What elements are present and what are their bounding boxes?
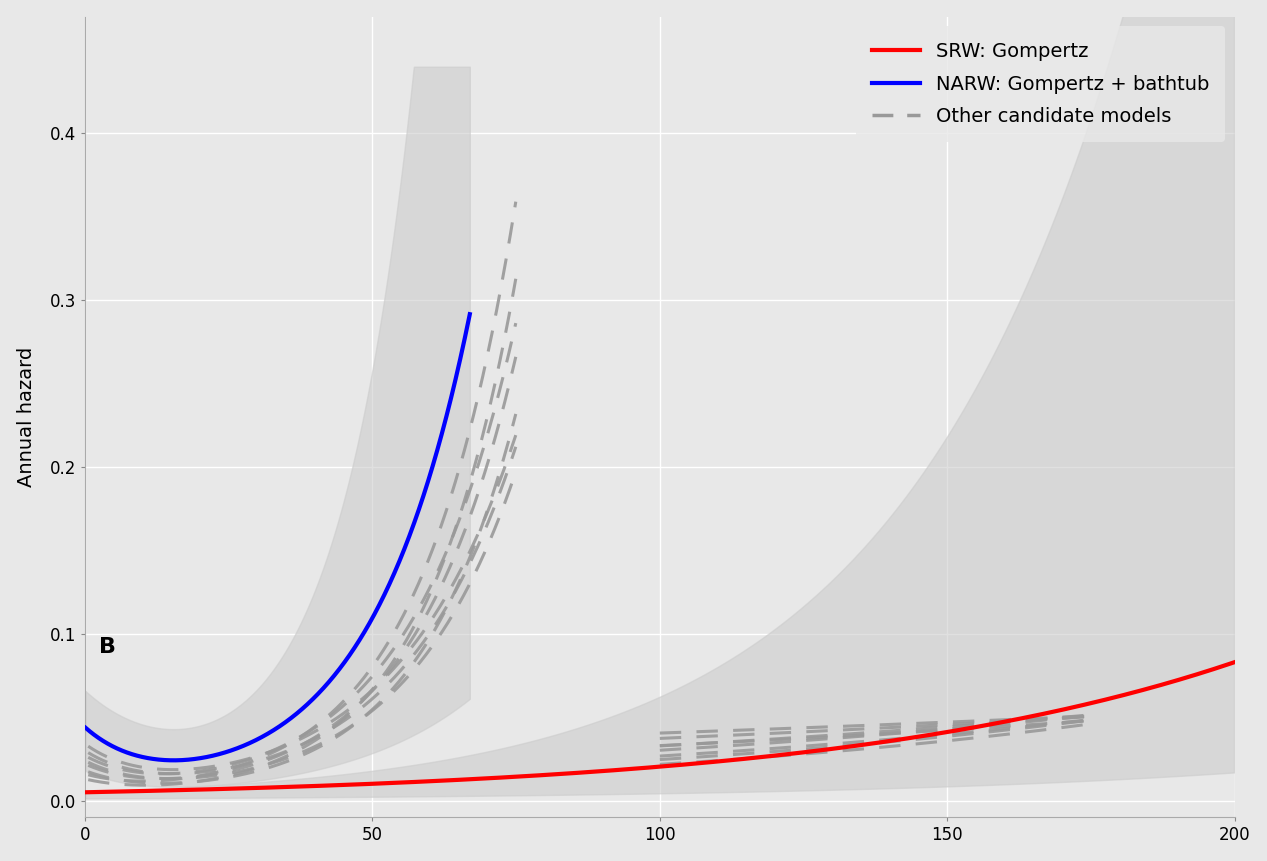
- Y-axis label: Annual hazard: Annual hazard: [16, 347, 35, 487]
- Legend: SRW: Gompertz, NARW: Gompertz + bathtub, Other candidate models: SRW: Gompertz, NARW: Gompertz + bathtub,…: [856, 27, 1225, 142]
- Text: B: B: [99, 637, 117, 657]
